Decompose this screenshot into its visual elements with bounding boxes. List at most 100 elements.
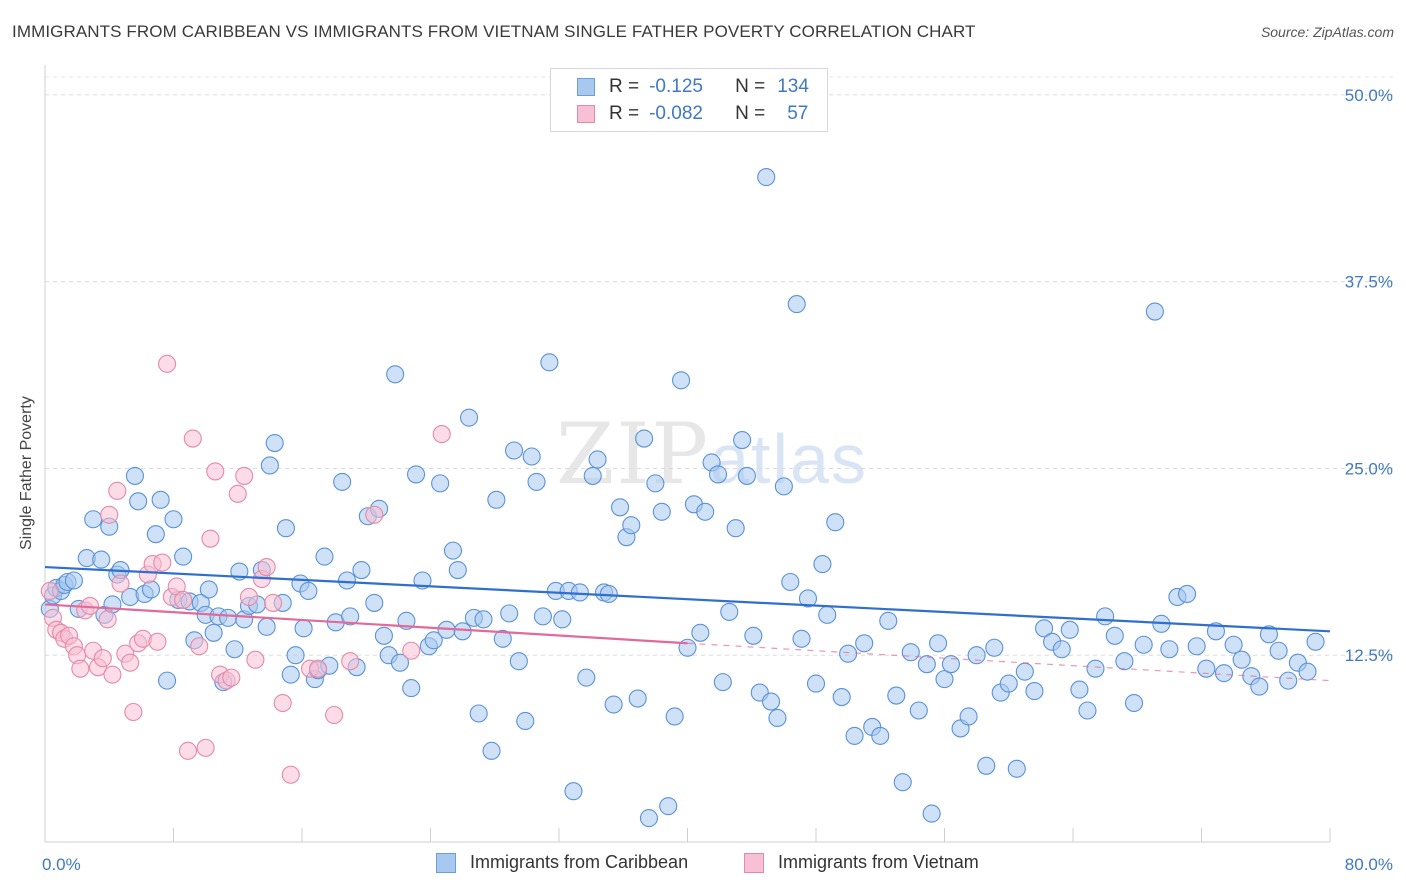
point-caribbean xyxy=(977,756,996,775)
point-caribbean xyxy=(1025,682,1044,701)
point-caribbean xyxy=(839,644,858,663)
point-caribbean xyxy=(1070,680,1089,699)
n-label: N = xyxy=(735,103,766,124)
point-vietnam xyxy=(341,652,360,671)
point-caribbean xyxy=(604,695,623,714)
point-caribbean xyxy=(818,605,837,624)
point-caribbean xyxy=(744,626,763,645)
point-vietnam xyxy=(365,505,384,524)
point-caribbean xyxy=(713,673,732,692)
point-caribbean xyxy=(1115,652,1134,671)
point-caribbean xyxy=(406,465,426,484)
point-caribbean xyxy=(225,640,244,659)
point-caribbean xyxy=(482,741,501,760)
point-caribbean xyxy=(431,474,450,493)
point-caribbean xyxy=(64,571,83,590)
point-vietnam xyxy=(71,659,90,678)
point-caribbean xyxy=(901,643,920,662)
point-caribbean xyxy=(922,804,941,823)
point-caribbean xyxy=(516,711,535,731)
point-caribbean xyxy=(141,580,161,599)
point-caribbean xyxy=(1197,659,1216,678)
point-caribbean xyxy=(726,519,745,538)
point-caribbean xyxy=(941,655,960,674)
point-caribbean xyxy=(129,492,148,511)
point-caribbean xyxy=(893,773,912,792)
point-caribbean xyxy=(522,447,541,466)
point-caribbean xyxy=(257,617,276,636)
point-caribbean xyxy=(337,571,357,590)
x-tick-label: 80.0% xyxy=(1345,855,1393,874)
point-caribbean xyxy=(443,541,463,560)
point-caribbean xyxy=(333,472,352,491)
point-caribbean xyxy=(527,472,546,491)
point-caribbean xyxy=(610,498,630,517)
point-caribbean xyxy=(281,665,300,684)
y-tick-label: 25.0% xyxy=(1345,459,1393,478)
point-caribbean xyxy=(459,408,479,427)
point-caribbean xyxy=(583,466,602,485)
point-caribbean xyxy=(737,466,756,485)
point-caribbean xyxy=(622,516,641,535)
point-caribbean xyxy=(720,602,739,621)
point-vietnam xyxy=(158,354,177,373)
point-caribbean xyxy=(871,726,890,745)
point-caribbean xyxy=(787,295,806,314)
point-caribbean xyxy=(1269,641,1288,660)
point-caribbean xyxy=(774,477,793,496)
point-vietnam xyxy=(273,693,292,713)
point-caribbean xyxy=(315,547,334,566)
point-vietnam xyxy=(98,610,117,629)
point-caribbean xyxy=(577,668,596,687)
point-caribbean xyxy=(1134,635,1153,654)
n-value: 134 xyxy=(777,76,809,97)
point-caribbean xyxy=(1177,584,1197,604)
point-caribbean xyxy=(917,655,936,674)
point-caribbean xyxy=(509,652,528,671)
point-caribbean xyxy=(365,593,384,612)
point-caribbean xyxy=(798,589,818,608)
point-caribbean xyxy=(286,646,305,665)
point-caribbean xyxy=(967,646,986,665)
point-caribbean xyxy=(299,581,318,601)
point-vietnam xyxy=(281,765,300,784)
point-vietnam xyxy=(121,653,140,672)
point-vietnam xyxy=(103,665,122,684)
point-caribbean xyxy=(448,560,467,580)
point-caribbean xyxy=(1096,607,1115,626)
point-caribbean xyxy=(806,674,826,693)
trend-line-caribbean xyxy=(44,565,1331,633)
point-caribbean xyxy=(1279,671,1298,690)
point-caribbean xyxy=(533,607,552,626)
watermark: ZIPatlas xyxy=(556,405,868,503)
point-vietnam xyxy=(264,593,283,612)
point-caribbean xyxy=(219,608,238,627)
point-caribbean xyxy=(276,519,295,538)
point-caribbean xyxy=(1145,302,1164,321)
point-caribbean xyxy=(652,502,671,521)
point-caribbean xyxy=(628,689,647,708)
point-caribbean xyxy=(659,797,678,816)
point-caribbean xyxy=(588,450,607,469)
axes xyxy=(44,65,1331,843)
point-caribbean xyxy=(781,572,800,592)
legend-swatch-vietnam xyxy=(744,852,764,873)
point-caribbean xyxy=(103,595,122,614)
point-vietnam xyxy=(124,702,143,722)
point-caribbean xyxy=(500,604,519,623)
point-vietnam xyxy=(111,574,130,593)
point-caribbean xyxy=(386,365,405,384)
r-label: R = xyxy=(609,103,640,124)
point-vietnam xyxy=(183,429,202,448)
point-caribbean xyxy=(879,611,898,630)
point-caribbean xyxy=(826,513,845,532)
legend-item-vietnam: Immigrants from Vietnam xyxy=(744,852,979,873)
point-caribbean xyxy=(84,510,103,529)
legend-label: Immigrants from Caribbean xyxy=(470,852,689,872)
point-caribbean xyxy=(341,607,360,626)
legend-row-vietnam: R = -0.082 N = 57 xyxy=(577,102,808,126)
point-caribbean xyxy=(1224,635,1243,654)
point-vietnam xyxy=(201,529,220,548)
point-vietnam xyxy=(432,425,451,444)
